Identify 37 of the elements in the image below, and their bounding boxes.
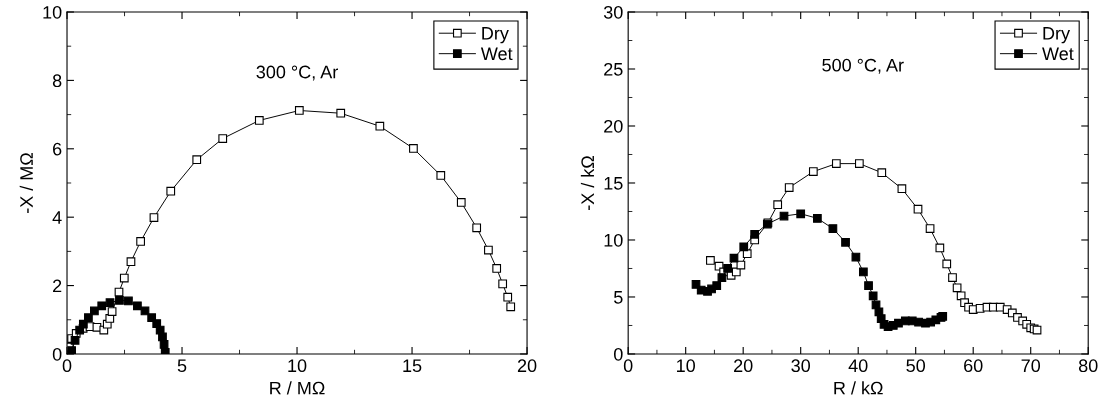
legend-label: Wet bbox=[1042, 47, 1074, 61]
legend-label: Wet bbox=[480, 47, 513, 61]
x-axis-title: R / kΩ bbox=[834, 381, 883, 395]
x-tick-label: 50 bbox=[906, 359, 926, 373]
x-tick-label: 40 bbox=[848, 359, 868, 373]
annotation: 300 °C, Ar bbox=[256, 65, 338, 81]
y-tick-label: 10 bbox=[604, 233, 623, 247]
x-tick-label: 20 bbox=[517, 359, 537, 373]
x-tick-label: 0 bbox=[623, 359, 633, 373]
y-axis-title: -X / MΩ bbox=[19, 152, 33, 214]
x-tick-label: 10 bbox=[288, 359, 307, 373]
y-tick-label: 30 bbox=[603, 5, 623, 19]
x-tick-label: 15 bbox=[403, 359, 422, 373]
y-tick-label: 0 bbox=[613, 347, 623, 361]
x-tick-label: 70 bbox=[1021, 359, 1041, 373]
x-tick-label: 60 bbox=[964, 359, 983, 373]
legend-label: Dry bbox=[1043, 27, 1071, 44]
y-tick-label: 8 bbox=[52, 74, 62, 88]
x-tick-label: 20 bbox=[734, 359, 753, 373]
y-tick-label: 0 bbox=[52, 347, 62, 361]
x-tick-label: 30 bbox=[791, 359, 811, 373]
annotation: 500 °C, Ar bbox=[822, 58, 904, 74]
x-tick-label: 80 bbox=[1078, 359, 1098, 373]
y-tick-label: 25 bbox=[604, 62, 623, 76]
x-tick-label: 10 bbox=[677, 359, 696, 373]
y-tick-label: 2 bbox=[53, 279, 62, 293]
y-tick-label: 15 bbox=[604, 177, 623, 190]
y-tick-label: 4 bbox=[52, 211, 62, 224]
x-tick-label: 5 bbox=[177, 359, 187, 373]
y-tick-label: 6 bbox=[53, 142, 62, 156]
y-tick-label: 10 bbox=[43, 5, 62, 19]
y-tick-label: 5 bbox=[614, 291, 623, 304]
y-axis-title: -X / kΩ bbox=[580, 155, 595, 210]
x-axis-title: R / MΩ bbox=[270, 381, 325, 395]
y-tick-label: 20 bbox=[604, 119, 623, 133]
x-tick-label: 0 bbox=[62, 359, 72, 373]
legend-label: Dry bbox=[482, 27, 509, 44]
